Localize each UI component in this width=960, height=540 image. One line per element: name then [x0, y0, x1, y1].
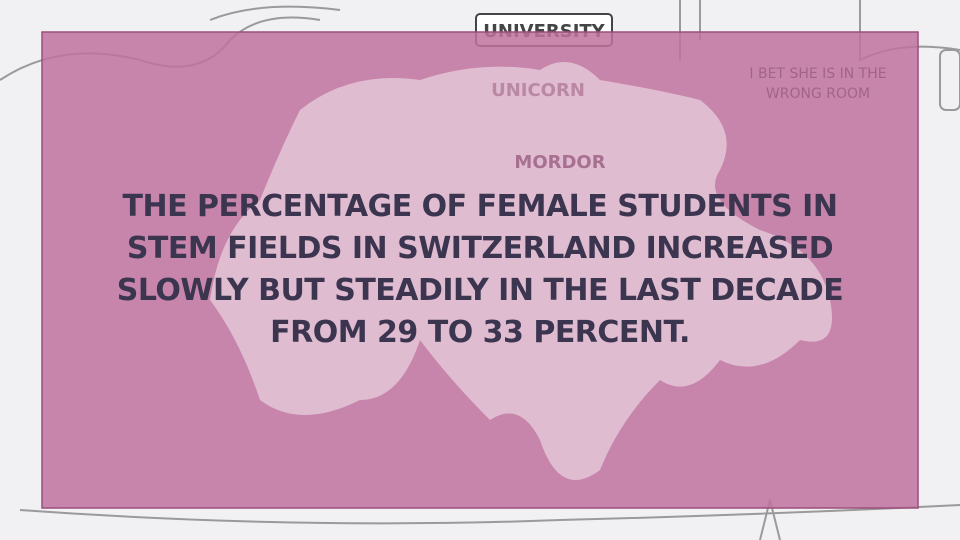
message-line: FROM 29 TO 33 PERCENT.: [270, 315, 690, 350]
switzerland-shape: [210, 62, 832, 480]
sign-mordor: MORDOR: [514, 152, 605, 173]
overlay-box: [41, 31, 919, 509]
sign-unicorn: UNICORN: [491, 80, 585, 101]
message-line: STEM FIELDS IN SWITZERLAND INCREASED: [127, 231, 833, 266]
message-line: SLOWLY BUT STEADILY IN THE LAST DECADE: [117, 273, 844, 308]
speech-bubble-line: I BET SHE IS IN THE: [749, 66, 886, 82]
message-line: THE PERCENTAGE OF FEMALE STUDENTS IN: [123, 189, 838, 224]
speech-bubble-line: WRONG ROOM: [766, 86, 870, 102]
